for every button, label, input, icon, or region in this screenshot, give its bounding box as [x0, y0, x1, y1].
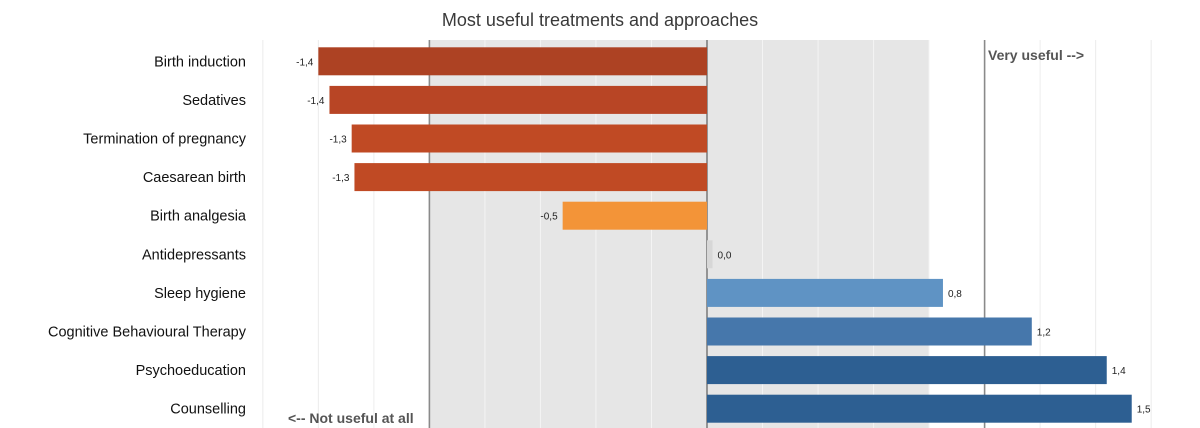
category-label: Antidepressants	[142, 247, 246, 263]
bar	[351, 124, 707, 153]
bar	[707, 394, 1132, 423]
value-label: -1,3	[332, 173, 350, 184]
value-label: 1,2	[1037, 328, 1051, 339]
annotation-very-useful: Very useful -->	[988, 47, 1084, 63]
value-label: -1,4	[296, 57, 314, 68]
bar	[354, 163, 707, 192]
bar	[562, 201, 707, 230]
value-label: 0,0	[718, 250, 732, 261]
category-label: Birth analgesia	[150, 209, 247, 225]
category-label: Sedatives	[182, 93, 246, 109]
value-label: -1,4	[307, 96, 325, 107]
annotation-not-useful: <-- Not useful at all	[288, 410, 414, 426]
bar	[707, 240, 713, 269]
bar	[707, 356, 1107, 385]
category-label: Caesarean birth	[143, 170, 246, 186]
category-label: Cognitive Behavioural Therapy	[48, 325, 247, 341]
category-label: Counselling	[170, 402, 246, 418]
bar	[707, 278, 943, 307]
category-label: Termination of pregnancy	[83, 132, 247, 148]
chart-title: Most useful treatments and approaches	[442, 10, 758, 30]
value-label: -1,3	[329, 135, 347, 146]
bar	[707, 317, 1032, 346]
bar	[318, 47, 707, 76]
value-label: 0,8	[948, 289, 962, 300]
category-label: Sleep hygiene	[154, 286, 246, 302]
category-label: Birth induction	[154, 54, 246, 70]
value-label: 1,4	[1112, 366, 1126, 377]
value-label: 1,5	[1137, 405, 1151, 416]
bar	[329, 85, 707, 114]
category-label: Psychoeducation	[136, 363, 246, 379]
value-label: -0,5	[540, 212, 558, 223]
